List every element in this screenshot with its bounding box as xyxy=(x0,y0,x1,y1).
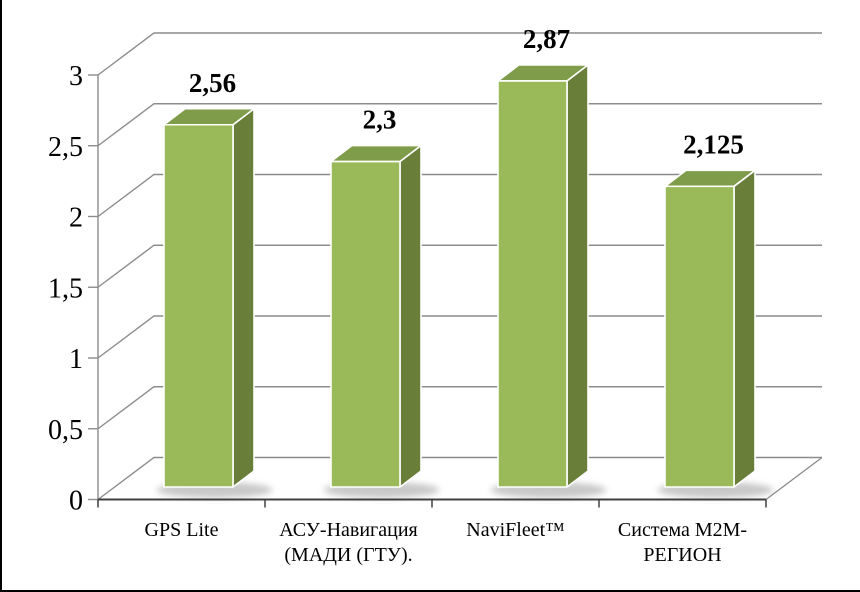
gridline xyxy=(97,456,822,501)
gridline xyxy=(97,103,822,147)
y-axis-tick-label: 2,5 xyxy=(48,132,83,163)
bar-front-face xyxy=(497,80,568,488)
bar-front-face xyxy=(664,185,735,488)
bar-front-face xyxy=(330,160,401,488)
gridline xyxy=(97,386,822,430)
bar-group-3: 2,125 xyxy=(657,129,774,498)
y-axis-tick-label: 0,5 xyxy=(48,415,83,446)
bar-group-1: 2,3 xyxy=(323,105,440,498)
bar-side-face xyxy=(399,144,422,488)
gridlines xyxy=(88,32,823,501)
bar-value-label: 2,125 xyxy=(683,129,744,159)
category-axis xyxy=(97,498,767,508)
y-axis-tick-label: 0 xyxy=(69,486,83,517)
bar-value-label: 2,56 xyxy=(189,68,236,98)
category-label: GPS Lite xyxy=(145,519,219,541)
gridline xyxy=(97,32,822,76)
bar-value-label: 2,3 xyxy=(363,105,397,135)
y-axis-tick-label: 1 xyxy=(69,344,83,375)
bar-front-face xyxy=(163,123,234,488)
y-axis-tick-label: 3 xyxy=(69,61,83,92)
bar-side-face xyxy=(733,169,756,488)
category-label: РЕГИОН xyxy=(643,544,721,566)
gridline xyxy=(97,173,822,218)
y-axis-tick-label: 2 xyxy=(69,203,83,234)
bar-value-label: 2,87 xyxy=(523,24,570,54)
floor-right-edge xyxy=(765,456,823,501)
category-label: NaviFleet™ xyxy=(466,519,564,541)
bar-side-face xyxy=(232,107,255,488)
bar-side-face xyxy=(566,64,589,488)
bar-group-0: 2,56 xyxy=(156,68,273,498)
gridline xyxy=(97,244,822,288)
category-label: АСУ-Навигация xyxy=(279,519,418,541)
category-label: (МАДИ (ГТУ). xyxy=(284,544,412,566)
gridline xyxy=(97,315,822,359)
bar-group-2: 2,87 xyxy=(490,24,607,498)
category-label: Система M2M- xyxy=(618,519,747,541)
y-axis-tick-label: 1,5 xyxy=(48,273,83,304)
